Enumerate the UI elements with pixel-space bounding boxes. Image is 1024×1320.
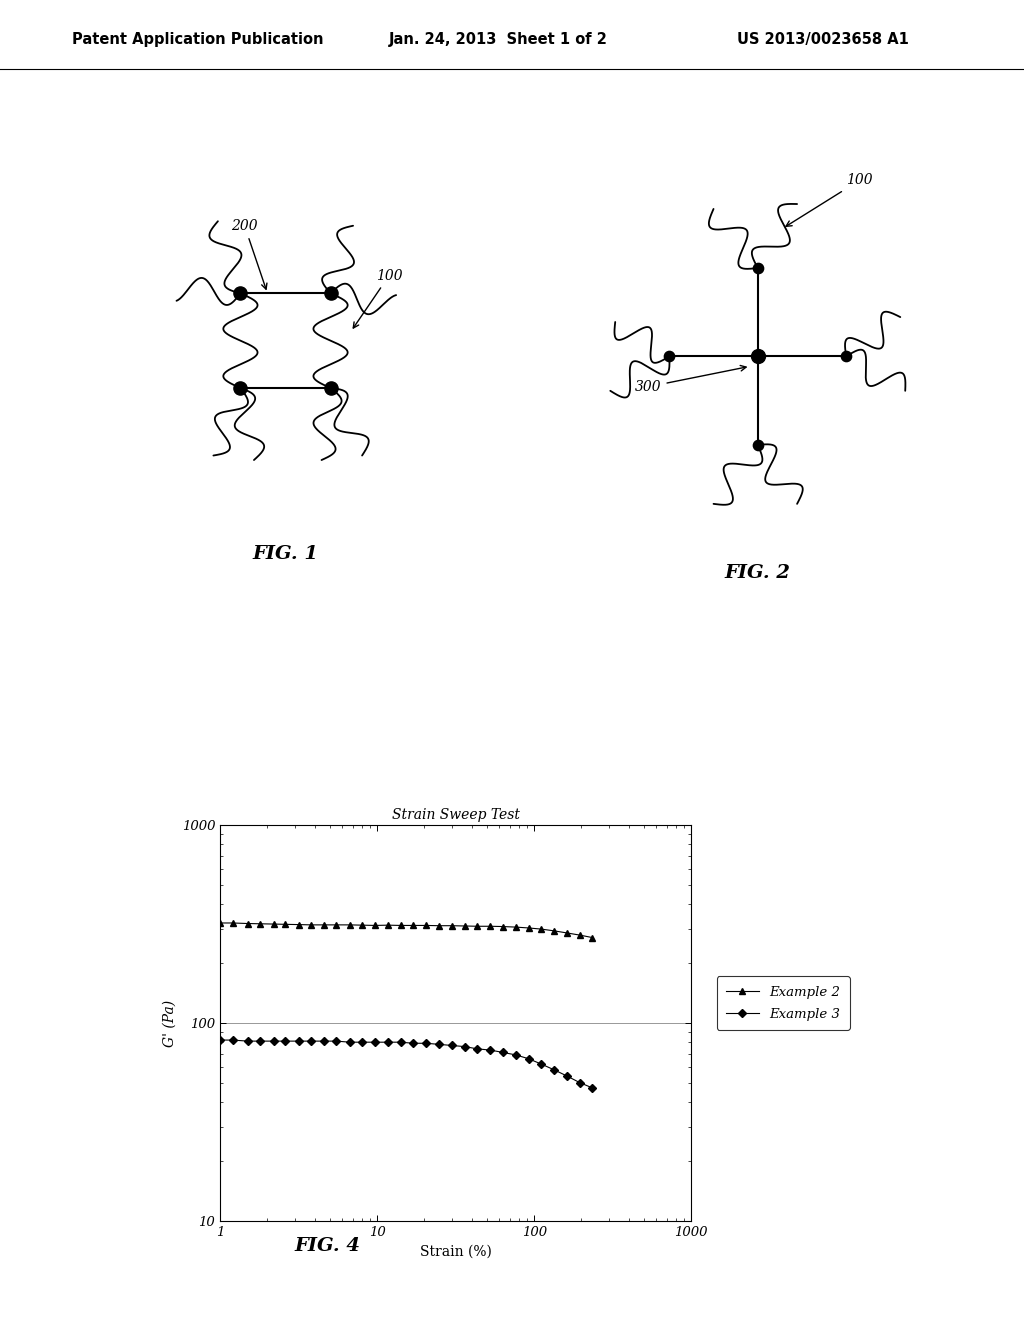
Example 2 — [214, 915, 226, 931]
Example 2 — [226, 915, 239, 931]
Point — [750, 257, 766, 279]
Example 3 — [254, 1034, 266, 1049]
Example 3 — [268, 1034, 281, 1049]
Example 2 — [445, 917, 458, 933]
Example 3 — [408, 1035, 420, 1051]
Point — [323, 282, 339, 304]
Example 2 — [548, 923, 560, 939]
Example 2 — [331, 917, 343, 933]
Example 3 — [355, 1035, 368, 1051]
Example 3 — [445, 1038, 458, 1053]
Point — [750, 346, 766, 367]
Example 3 — [573, 1074, 586, 1090]
Text: Patent Application Publication: Patent Application Publication — [72, 33, 324, 48]
Example 2 — [420, 917, 432, 933]
Text: US 2013/0023658 A1: US 2013/0023658 A1 — [737, 33, 909, 48]
Example 3 — [394, 1035, 407, 1051]
Example 2 — [355, 917, 368, 933]
Example 3 — [242, 1034, 254, 1049]
Example 3 — [226, 1032, 239, 1048]
Example 3 — [420, 1035, 432, 1051]
Example 3 — [331, 1034, 343, 1049]
Example 2 — [254, 916, 266, 932]
Example 3 — [522, 1051, 535, 1067]
Example 3 — [305, 1034, 317, 1049]
Example 2 — [318, 917, 331, 933]
Example 3 — [561, 1068, 573, 1084]
Point — [662, 346, 678, 367]
Example 2 — [484, 919, 497, 935]
Line: Example 3: Example 3 — [217, 1038, 595, 1090]
Example 2 — [382, 917, 394, 933]
Example 3 — [587, 1080, 599, 1096]
Example 2 — [268, 916, 281, 932]
Example 3 — [344, 1035, 356, 1051]
Point — [323, 378, 339, 399]
Example 3 — [459, 1039, 471, 1055]
Text: Jan. 24, 2013  Sheet 1 of 2: Jan. 24, 2013 Sheet 1 of 2 — [389, 33, 608, 48]
Example 3 — [214, 1032, 226, 1048]
Example 2 — [280, 916, 292, 932]
Example 3 — [548, 1061, 560, 1077]
Example 2 — [561, 925, 573, 941]
Example 2 — [471, 919, 483, 935]
Example 2 — [293, 916, 305, 932]
Example 2 — [344, 917, 356, 933]
Example 2 — [536, 921, 548, 937]
Example 2 — [394, 917, 407, 933]
Example 3 — [510, 1047, 522, 1063]
Legend: Example 2, Example 3: Example 2, Example 3 — [717, 977, 850, 1030]
Example 3 — [382, 1035, 394, 1051]
Text: FIG. 2: FIG. 2 — [725, 564, 791, 582]
Point — [232, 378, 249, 399]
Y-axis label: G' (Pa): G' (Pa) — [162, 999, 176, 1047]
Example 3 — [318, 1034, 331, 1049]
Example 3 — [369, 1035, 381, 1051]
Example 3 — [536, 1056, 548, 1072]
Example 3 — [497, 1044, 509, 1060]
Example 2 — [305, 917, 317, 933]
Example 2 — [459, 919, 471, 935]
Text: FIG. 1: FIG. 1 — [253, 545, 318, 564]
Example 2 — [573, 927, 586, 942]
Text: 100: 100 — [786, 173, 872, 226]
Example 2 — [369, 917, 381, 933]
Text: 200: 200 — [231, 219, 267, 289]
Example 3 — [433, 1036, 445, 1052]
Title: Strain Sweep Test: Strain Sweep Test — [392, 808, 520, 822]
Example 2 — [242, 916, 254, 932]
Text: 300: 300 — [635, 366, 746, 393]
Example 3 — [280, 1034, 292, 1049]
Example 2 — [497, 919, 509, 935]
Example 2 — [408, 917, 420, 933]
Example 2 — [510, 919, 522, 935]
Example 2 — [433, 917, 445, 933]
Example 3 — [484, 1043, 497, 1059]
Example 3 — [471, 1041, 483, 1057]
Example 2 — [587, 929, 599, 945]
Point — [750, 434, 766, 455]
Point — [838, 346, 854, 367]
Text: FIG. 4: FIG. 4 — [295, 1237, 360, 1255]
Point — [232, 282, 249, 304]
Text: 100: 100 — [353, 269, 402, 329]
Example 3 — [293, 1034, 305, 1049]
X-axis label: Strain (%): Strain (%) — [420, 1245, 492, 1258]
Line: Example 2: Example 2 — [217, 920, 596, 941]
Example 2 — [522, 920, 535, 936]
